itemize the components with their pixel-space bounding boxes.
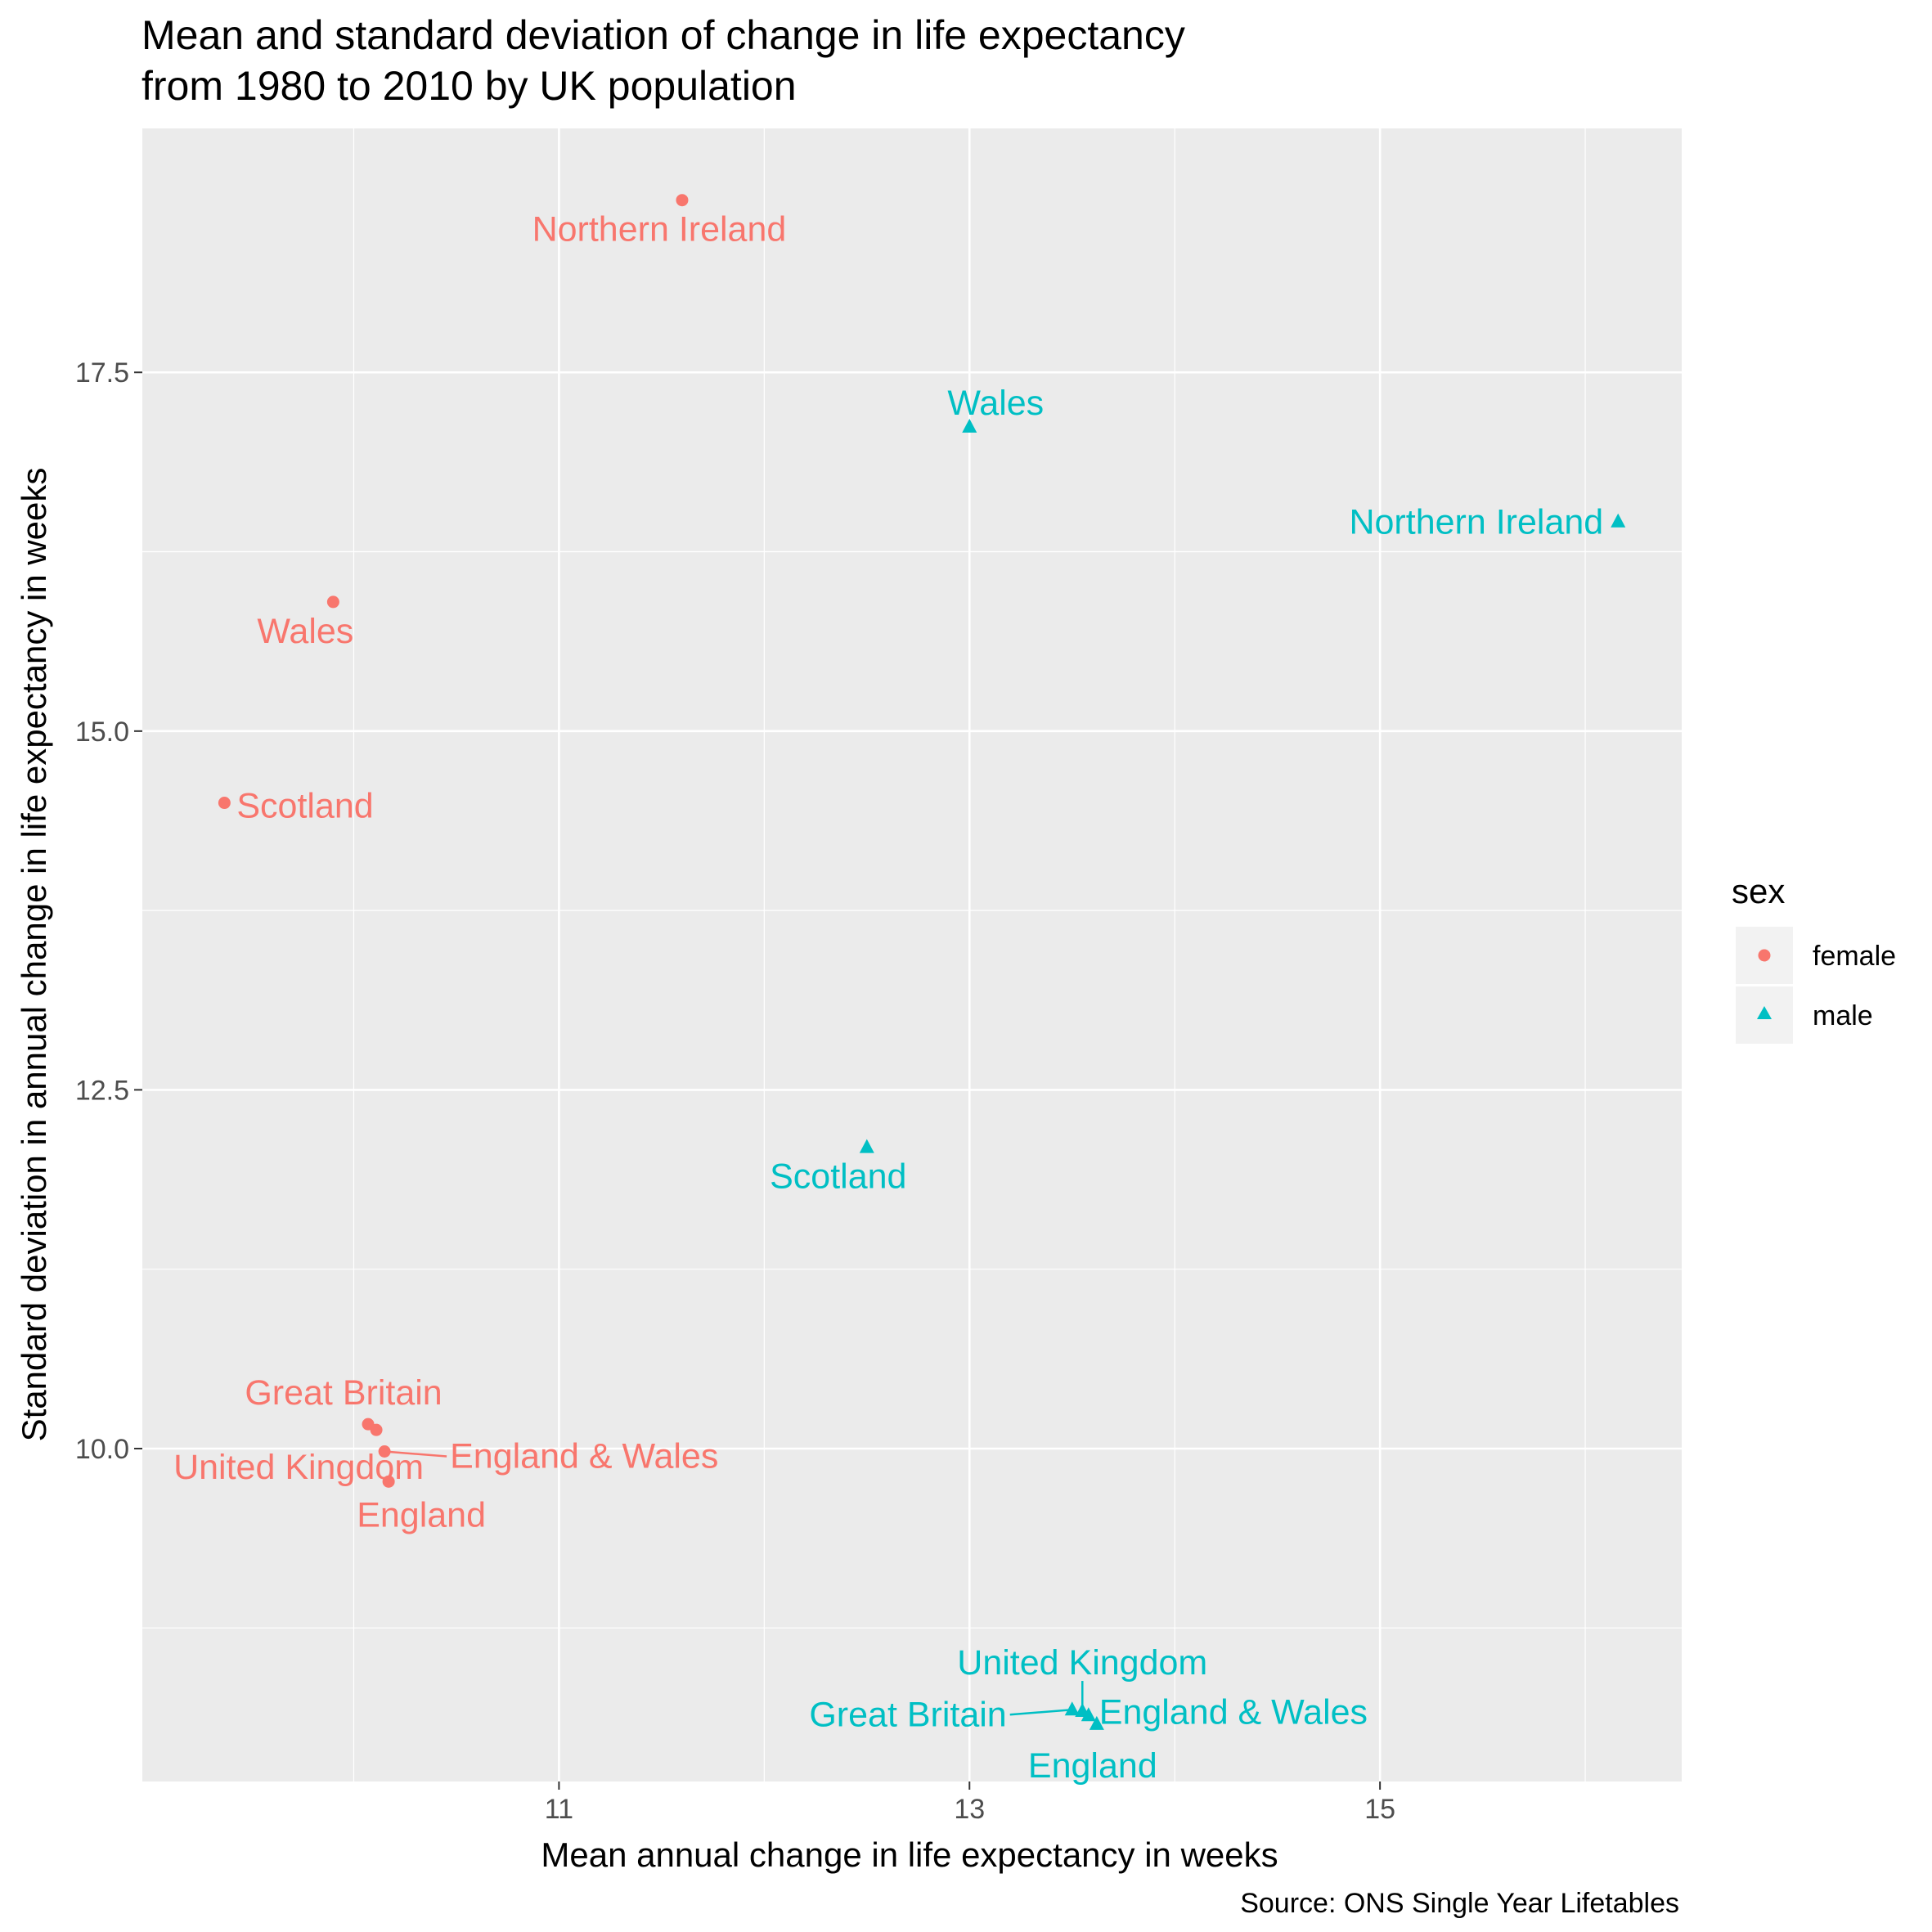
- label-male-wales: Wales: [947, 384, 1044, 423]
- point-labels: Northern Ireland Wales Scotland Great Brita…: [173, 210, 1603, 1786]
- x-axis: 11 13 15: [545, 1781, 1395, 1825]
- point-female-united-kingdom: [370, 1423, 383, 1436]
- legend-label-female: female: [1813, 941, 1896, 972]
- minor-gridlines: [142, 128, 1682, 1781]
- x-tick-label: 15: [1364, 1794, 1395, 1825]
- leader-male-great-britain: [1009, 1709, 1072, 1716]
- label-female-united-kingdom: United Kingdom: [173, 1448, 424, 1487]
- label-female-wales: Wales: [257, 612, 353, 651]
- point-male-england: [1089, 1715, 1104, 1730]
- label-male-great-britain: Great Britain: [809, 1695, 1006, 1734]
- point-male-wales: [962, 418, 977, 433]
- point-female-wales: [326, 595, 339, 609]
- plot-panel: [142, 128, 1682, 1781]
- x-axis-title: Mean annual change in life expectancy in…: [541, 1835, 1278, 1874]
- point-female-england: [382, 1475, 395, 1488]
- label-male-northern-ireland: Northern Ireland: [1349, 503, 1603, 542]
- legend-key-female: [1758, 949, 1771, 962]
- label-female-great-britain: Great Britain: [245, 1373, 442, 1413]
- leader-female-england-wales: [384, 1450, 447, 1458]
- chart-title-line-1: Mean and standard deviation of change in…: [142, 12, 1185, 58]
- y-axis-title: Standard deviation in annual change in l…: [15, 468, 53, 1442]
- point-male-england-wales: [1081, 1707, 1096, 1722]
- x-tick-label: 13: [954, 1794, 985, 1825]
- legend: sex female male: [1732, 872, 1896, 1044]
- y-tick-label: 15.0: [75, 717, 129, 748]
- label-male-england-wales: England & Wales: [1099, 1692, 1368, 1732]
- label-female-england: England: [357, 1495, 486, 1534]
- label-female-scotland: Scotland: [236, 787, 373, 826]
- source-caption: Source: ONS Single Year Lifetables: [1240, 1888, 1679, 1919]
- major-gridlines: [142, 128, 1682, 1781]
- legend-label-male: male: [1813, 1000, 1873, 1031]
- point-female-northern-ireland: [676, 194, 689, 207]
- legend-title: sex: [1732, 872, 1785, 910]
- label-male-scotland: Scotland: [770, 1157, 906, 1197]
- label-male-united-kingdom: United Kingdom: [957, 1643, 1207, 1683]
- point-male-northern-ireland: [1611, 513, 1626, 528]
- point-female-scotland: [218, 797, 231, 810]
- label-male-england: England: [1028, 1746, 1157, 1786]
- y-tick-label: 10.0: [75, 1434, 129, 1465]
- y-axis: 10.0 12.5 15.0 17.5: [75, 357, 142, 1465]
- chart-title-line-2: from 1980 to 2010 by UK population: [142, 63, 797, 109]
- label-female-northern-ireland: Northern Ireland: [532, 210, 787, 249]
- data-points: [218, 194, 1626, 1730]
- y-tick-label: 12.5: [75, 1075, 129, 1106]
- y-tick-label: 17.5: [75, 357, 129, 389]
- legend-key-male: [1757, 1006, 1772, 1019]
- point-female-england-wales: [378, 1445, 391, 1458]
- x-tick-label: 11: [545, 1794, 573, 1825]
- label-female-england-wales: England & Wales: [450, 1437, 718, 1476]
- point-male-scotland: [859, 1139, 874, 1153]
- point-male-great-britain: [1064, 1701, 1080, 1716]
